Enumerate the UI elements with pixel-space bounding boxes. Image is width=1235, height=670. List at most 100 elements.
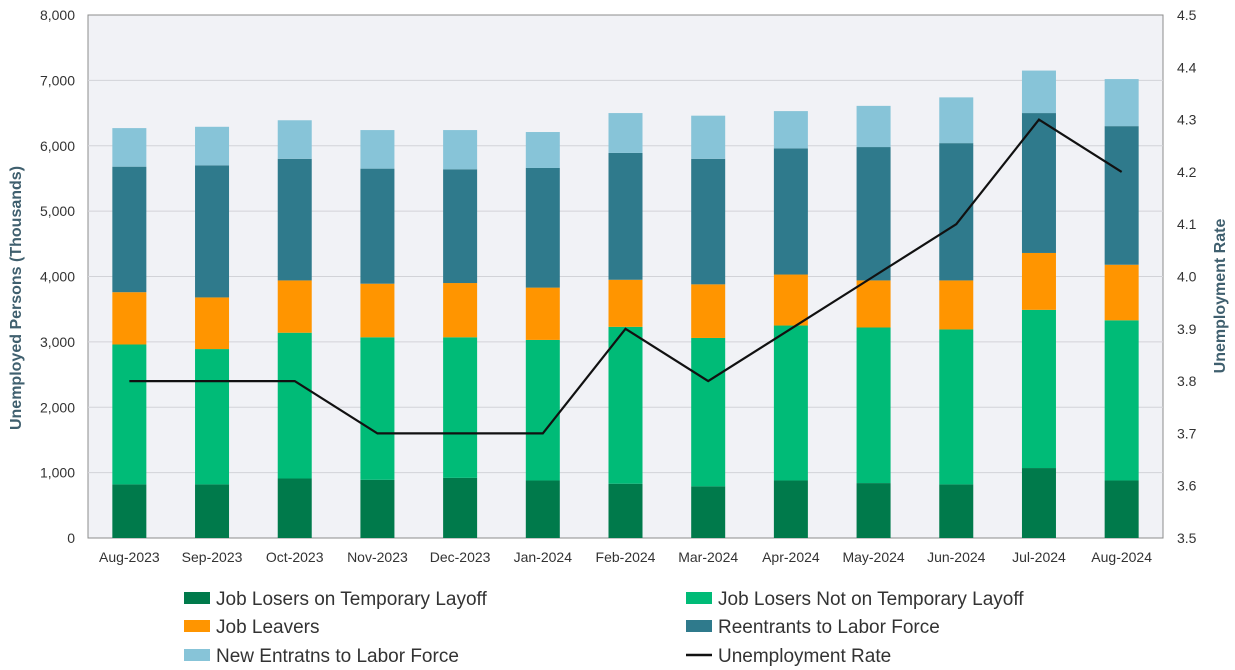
bar-segment: [360, 283, 395, 338]
legend-label: Unemployment Rate: [718, 646, 891, 667]
legend-swatch: [184, 649, 210, 661]
y-right-tick-label: 4.5: [1177, 7, 1197, 23]
y-left-tick-label: 5,000: [40, 203, 75, 219]
bar-segment: [608, 113, 643, 153]
bar-segment: [112, 166, 147, 293]
bar-segment: [277, 158, 312, 281]
legend-label: Job Leavers: [216, 617, 320, 638]
legend: Job Losers on Temporary Layoff Job Losers…: [184, 589, 1024, 667]
bar-segment: [773, 148, 808, 275]
bar-segment: [691, 284, 726, 338]
bar-segment: [443, 283, 478, 338]
y-left-tick-label: 7,000: [40, 72, 75, 88]
y-right-tick-label: 4.3: [1177, 112, 1197, 128]
y-axis-left-title: Unemployed Persons (Thousands): [8, 166, 25, 430]
bar-segment: [195, 297, 230, 350]
x-tick-label: Jun-2024: [927, 549, 986, 565]
bar-segment: [360, 479, 395, 538]
bar-segment: [195, 484, 230, 538]
legend-swatch: [686, 620, 712, 632]
x-tick-label: Aug-2024: [1091, 549, 1152, 565]
x-tick-label: May-2024: [842, 549, 904, 565]
x-tick-label: Oct-2023: [266, 549, 324, 565]
bar-segment: [443, 130, 478, 170]
bar-segment: [277, 332, 312, 479]
bar-segment: [608, 152, 643, 280]
bar-segment: [443, 169, 478, 284]
y-right-tick-label: 4.1: [1177, 216, 1197, 232]
bar-segment: [608, 326, 643, 484]
bar-segment: [360, 168, 395, 284]
x-tick-label: Nov-2023: [347, 549, 408, 565]
bar-segment: [1021, 252, 1056, 310]
bar-segment: [525, 339, 560, 481]
x-tick-label: Dec-2023: [430, 549, 491, 565]
y-left-tick-label: 2,000: [40, 399, 75, 415]
legend-label: Reentrants to Labor Force: [718, 617, 940, 638]
x-tick-label: Mar-2024: [678, 549, 738, 565]
bar-segment: [773, 111, 808, 149]
bar-segment: [277, 280, 312, 333]
y-right-tick-label: 3.8: [1177, 373, 1197, 389]
bar-segment: [1104, 480, 1139, 538]
bar-segment: [1104, 126, 1139, 265]
y-right-tick-label: 3.5: [1177, 530, 1197, 546]
bar-segment: [195, 349, 230, 485]
y-axis-right-title: Unemployment Rate: [1212, 219, 1229, 374]
y-left-tick-label: 8,000: [40, 7, 75, 23]
bar-segment: [1104, 264, 1139, 321]
x-tick-label: Sep-2023: [182, 549, 243, 565]
left-axis-ticks: 0 1,000 2,000 3,000 4,000 5,000 6,000 7,000 8,00…: [40, 7, 75, 546]
x-tick-label: Jul-2024: [1012, 549, 1066, 565]
bar-segment: [691, 158, 726, 285]
y-left-tick-label: 4,000: [40, 269, 75, 285]
y-left-tick-label: 0: [67, 530, 75, 546]
bar-segment: [525, 287, 560, 340]
bar-segment: [112, 292, 147, 345]
bar-segment: [525, 132, 560, 168]
x-tick-label: Jan-2024: [514, 549, 573, 565]
bar-segment: [939, 143, 974, 281]
bar-segment: [112, 128, 147, 167]
bar-segment: [1021, 70, 1056, 114]
bar-segment: [112, 344, 147, 485]
bar-segment: [608, 279, 643, 327]
bars-group: [112, 70, 1139, 538]
bar-segment: [195, 126, 230, 166]
legend-label: Job Losers Not on Temporary Layoff: [718, 589, 1024, 610]
bar-segment: [939, 484, 974, 538]
bar-segment: [112, 484, 147, 538]
bar-segment: [608, 483, 643, 538]
y-left-tick-label: 1,000: [40, 465, 75, 481]
bar-segment: [525, 480, 560, 538]
bar-segment: [939, 97, 974, 144]
y-right-tick-label: 4.4: [1177, 59, 1197, 75]
legend-swatch: [184, 592, 210, 604]
bar-segment: [1021, 309, 1056, 469]
legend-swatch: [686, 592, 712, 604]
legend-label: New Entratns to Labor Force: [216, 646, 459, 667]
bar-segment: [939, 329, 974, 485]
rate-line: [129, 118, 1123, 435]
bar-segment: [277, 120, 312, 159]
bar-segment: [1021, 468, 1056, 538]
bar-segment: [443, 477, 478, 538]
bar-segment: [1104, 79, 1139, 127]
bar-segment: [856, 483, 891, 538]
legend-swatch: [184, 620, 210, 632]
bar-segment: [691, 337, 726, 487]
y-right-tick-label: 3.7: [1177, 425, 1197, 441]
bar-segment: [1104, 320, 1139, 481]
bar-segment: [773, 325, 808, 481]
legend-label: Job Losers on Temporary Layoff: [216, 589, 487, 610]
x-tick-label: Aug-2023: [99, 549, 160, 565]
x-tick-label: Feb-2024: [596, 549, 656, 565]
bar-segment: [195, 165, 230, 298]
bar-segment: [525, 167, 560, 288]
bar-segment: [939, 280, 974, 330]
bar-segment: [691, 486, 726, 538]
bar-segment: [856, 147, 891, 281]
bar-segment: [1021, 113, 1056, 253]
y-left-tick-label: 3,000: [40, 334, 75, 350]
